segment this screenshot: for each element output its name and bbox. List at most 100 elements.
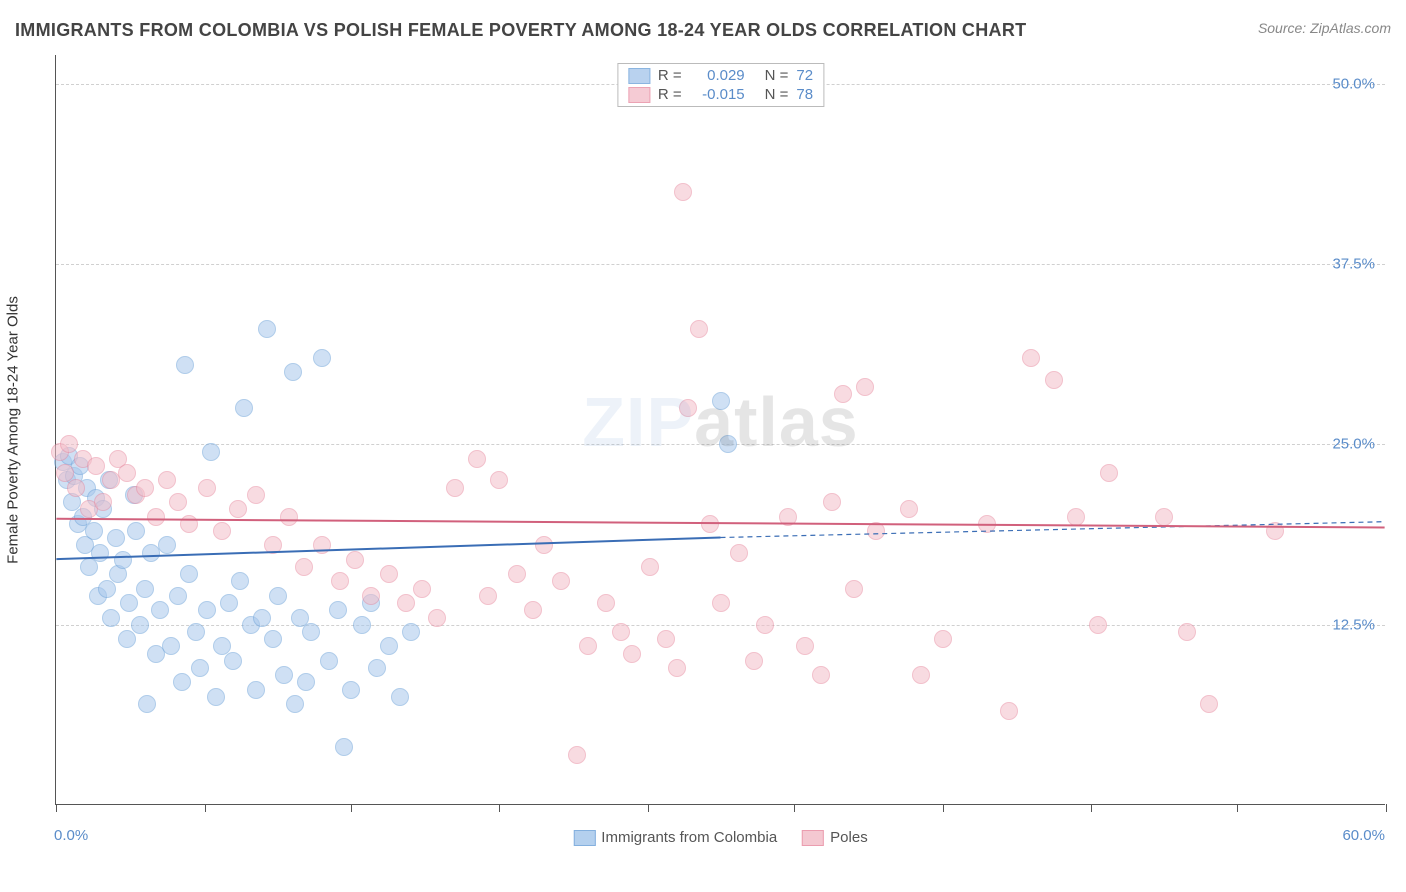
legend-n-label: N = bbox=[765, 86, 789, 103]
legend-r-label: R = bbox=[658, 86, 682, 103]
scatter-point bbox=[701, 515, 719, 533]
scatter-point bbox=[712, 392, 730, 410]
scatter-point bbox=[91, 544, 109, 562]
scatter-point bbox=[856, 378, 874, 396]
scatter-point bbox=[834, 385, 852, 403]
scatter-point bbox=[235, 399, 253, 417]
x-tick bbox=[351, 804, 352, 812]
scatter-point bbox=[213, 522, 231, 540]
x-tick bbox=[1237, 804, 1238, 812]
legend-row: R = -0.015 N = 78 bbox=[618, 85, 823, 104]
y-tick-label: 25.0% bbox=[1332, 436, 1375, 453]
x-tick bbox=[794, 804, 795, 812]
scatter-point bbox=[138, 695, 156, 713]
scatter-point bbox=[934, 630, 952, 648]
legend-n-value: 78 bbox=[796, 86, 813, 103]
scatter-point bbox=[912, 666, 930, 684]
scatter-point bbox=[468, 450, 486, 468]
legend-r-value: -0.015 bbox=[690, 86, 745, 103]
scatter-point bbox=[823, 493, 841, 511]
scatter-point bbox=[479, 587, 497, 605]
scatter-point bbox=[169, 587, 187, 605]
scatter-point bbox=[524, 601, 542, 619]
scatter-point bbox=[264, 536, 282, 554]
scatter-point bbox=[719, 435, 737, 453]
watermark-zip: ZIP bbox=[582, 383, 694, 461]
legend-swatch bbox=[802, 830, 824, 846]
scatter-point bbox=[284, 363, 302, 381]
x-tick bbox=[205, 804, 206, 812]
scatter-point bbox=[812, 666, 830, 684]
scatter-point bbox=[264, 630, 282, 648]
scatter-point bbox=[1100, 464, 1118, 482]
legend-row: R =0.029N =72 bbox=[618, 66, 823, 85]
scatter-point bbox=[329, 601, 347, 619]
scatter-point bbox=[258, 320, 276, 338]
x-tick bbox=[1386, 804, 1387, 812]
scatter-point bbox=[269, 587, 287, 605]
scatter-point bbox=[641, 558, 659, 576]
y-axis-label: Female Poverty Among 18-24 Year Olds bbox=[5, 296, 22, 564]
scatter-point bbox=[313, 349, 331, 367]
x-axis-max-label: 60.0% bbox=[1342, 827, 1385, 844]
scatter-point bbox=[730, 544, 748, 562]
x-axis-min-label: 0.0% bbox=[54, 827, 88, 844]
series-legend-item: Poles bbox=[802, 829, 868, 846]
scatter-point bbox=[118, 464, 136, 482]
scatter-point bbox=[176, 356, 194, 374]
scatter-point bbox=[173, 673, 191, 691]
chart-header: IMMIGRANTS FROM COLOMBIA VS POLISH FEMAL… bbox=[15, 20, 1391, 41]
legend-r-value: 0.029 bbox=[690, 67, 745, 84]
scatter-point bbox=[428, 609, 446, 627]
scatter-point bbox=[136, 580, 154, 598]
scatter-point bbox=[131, 616, 149, 634]
scatter-point bbox=[490, 471, 508, 489]
correlation-legend: R =0.029N =72R = -0.015 N = 78 bbox=[617, 63, 824, 107]
scatter-point bbox=[253, 609, 271, 627]
scatter-point bbox=[552, 572, 570, 590]
series-legend-label: Immigrants from Colombia bbox=[601, 829, 777, 846]
scatter-point bbox=[60, 435, 78, 453]
scatter-point bbox=[247, 681, 265, 699]
scatter-point bbox=[1022, 349, 1040, 367]
scatter-point bbox=[845, 580, 863, 598]
trend-line-projection bbox=[721, 522, 1385, 538]
trend-line bbox=[56, 519, 1384, 528]
x-tick bbox=[499, 804, 500, 812]
scatter-point bbox=[779, 508, 797, 526]
scatter-point bbox=[297, 673, 315, 691]
scatter-point bbox=[1155, 508, 1173, 526]
x-tick bbox=[56, 804, 57, 812]
scatter-point bbox=[158, 471, 176, 489]
scatter-point bbox=[169, 493, 187, 511]
y-tick-label: 37.5% bbox=[1332, 256, 1375, 273]
scatter-point bbox=[102, 609, 120, 627]
scatter-point bbox=[198, 479, 216, 497]
scatter-point bbox=[114, 551, 132, 569]
series-legend: Immigrants from Colombia Poles bbox=[573, 829, 867, 846]
scatter-point bbox=[335, 738, 353, 756]
scatter-point bbox=[353, 616, 371, 634]
scatter-point bbox=[198, 601, 216, 619]
scatter-point bbox=[229, 500, 247, 518]
scatter-point bbox=[224, 652, 242, 670]
x-tick bbox=[943, 804, 944, 812]
scatter-point bbox=[275, 666, 293, 684]
scatter-point bbox=[220, 594, 238, 612]
scatter-point bbox=[900, 500, 918, 518]
scatter-point bbox=[597, 594, 615, 612]
scatter-point bbox=[796, 637, 814, 655]
scatter-point bbox=[151, 601, 169, 619]
scatter-point bbox=[402, 623, 420, 641]
scatter-point bbox=[120, 594, 138, 612]
scatter-point bbox=[158, 536, 176, 554]
scatter-point bbox=[1200, 695, 1218, 713]
scatter-point bbox=[302, 623, 320, 641]
scatter-point bbox=[1000, 702, 1018, 720]
scatter-point bbox=[207, 688, 225, 706]
chart-title: IMMIGRANTS FROM COLOMBIA VS POLISH FEMAL… bbox=[15, 20, 1026, 41]
scatter-point bbox=[127, 522, 145, 540]
scatter-point bbox=[331, 572, 349, 590]
scatter-point bbox=[202, 443, 220, 461]
scatter-point bbox=[446, 479, 464, 497]
